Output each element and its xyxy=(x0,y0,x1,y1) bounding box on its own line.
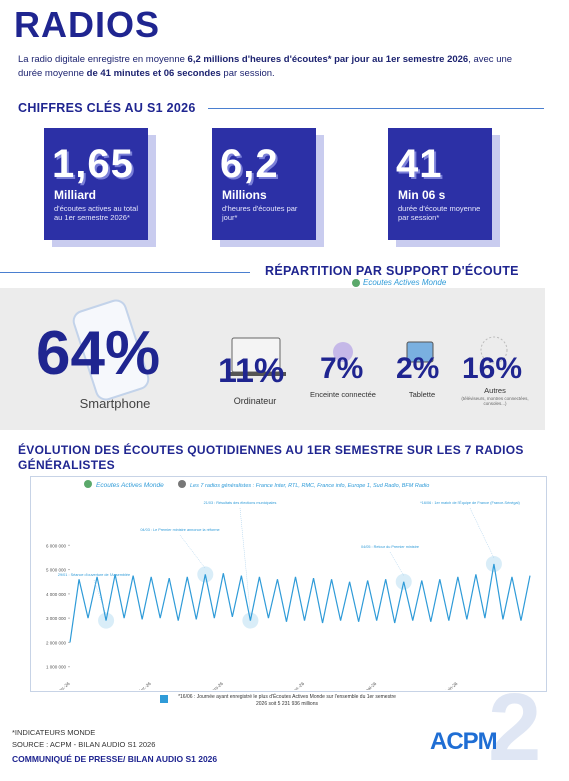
y-tick-label: 4 000 000 xyxy=(46,592,67,597)
chart-frame xyxy=(30,476,547,692)
card-desc: d'heures d'écoutes par jour* xyxy=(222,204,298,222)
annotation: *16/06 : 1er match de l'Équipe de France… xyxy=(420,500,520,505)
device-label: Enceinte connectée xyxy=(310,390,376,399)
annotation: 21/03 : Résultats des élections municipa… xyxy=(204,501,277,505)
globe-icon xyxy=(352,278,360,287)
legend-icon xyxy=(84,480,92,488)
y-tick-label: 1 000 000 xyxy=(46,665,67,670)
annotation-leader xyxy=(389,551,404,576)
rule xyxy=(208,108,544,109)
device-icons xyxy=(72,299,508,401)
annotation: 29/01 : Séance d'ouverture de l'Assemblé… xyxy=(58,573,130,577)
page-title: RADIOS xyxy=(14,4,161,45)
x-tick-label: mai-26 xyxy=(364,681,378,690)
footer-note: *INDICATEURS MONDE xyxy=(12,728,96,737)
logo: ACPM xyxy=(430,728,498,755)
legend-label: Ecoutes Actives Monde xyxy=(96,482,164,489)
intro-bold: de 41 minutes et 06 secondes xyxy=(86,68,221,79)
card-number: 41 xyxy=(396,142,443,186)
y-tick-label: 3 000 000 xyxy=(46,616,67,621)
card-unit: Millions xyxy=(222,188,267,202)
device-label: Smartphone xyxy=(79,396,151,411)
device-percent: 2% xyxy=(396,352,440,385)
x-tick-label: févr.-26 xyxy=(137,681,152,690)
card: 6,2 Millions d'heures d'écoutes par jour… xyxy=(212,128,316,240)
highlight xyxy=(98,612,115,629)
legend-label: Les 7 radios généralistes : France Inter… xyxy=(190,483,429,489)
card-desc: durée d'écoute moyenne par session* xyxy=(398,204,481,222)
chart-footnote: *16/06 : Journée ayant enregistré le plu… xyxy=(178,694,396,707)
laptop-base xyxy=(226,372,286,376)
annotation-leader xyxy=(179,534,206,569)
device-percent: 64% xyxy=(36,319,161,388)
tablet-icon xyxy=(406,341,434,363)
device-note: (téléviseurs, montres connectées, consol… xyxy=(461,396,529,406)
highlight xyxy=(197,566,214,583)
footer-press: COMMUNIQUÉ DE PRESSE/ BILAN AUDIO S1 202… xyxy=(12,754,218,764)
intro-text: La radio digitale enregistre en moyenne xyxy=(18,54,188,65)
section-title: CHIFFRES CLÉS AU S1 2026 xyxy=(18,101,196,115)
page-number: 2 xyxy=(488,674,542,781)
card-number: 1,65 xyxy=(52,142,134,186)
card: 41 Min 06 s durée d'écoute moyenne par s… xyxy=(388,128,492,240)
footnote-marker xyxy=(160,695,168,703)
other-icon xyxy=(480,336,508,364)
intro-text: , avec une durée moyenne xyxy=(18,54,513,79)
highlight xyxy=(485,555,502,572)
annotation: 04/05 : Retour du Premier ministre xyxy=(361,545,419,549)
card-unit: Min 06 s xyxy=(398,188,446,202)
legend-icon xyxy=(178,480,186,488)
y-tick-label: 2 000 000 xyxy=(46,640,67,645)
device-label: Ordinateur xyxy=(233,396,277,406)
chart-title: ÉVOLUTION DES ÉCOUTES QUOTIDIENNES AU 1E… xyxy=(18,443,524,472)
section-subtitle: Ecoutes Actives Monde xyxy=(352,278,446,287)
device-label: Autres xyxy=(484,386,506,395)
subtitle-text: Ecoutes Actives Monde xyxy=(363,278,447,287)
chart: Ecoutes Actives Monde Les 7 radios généra… xyxy=(46,480,531,690)
speaker-icon xyxy=(333,342,353,362)
x-tick-label: juin-26 xyxy=(444,681,459,690)
card: 1,65 Milliard d'écoutes actives au total… xyxy=(44,128,148,240)
device-percent: 11% xyxy=(218,352,285,390)
x-tick-label: mars-26 xyxy=(208,681,224,690)
section-title: RÉPARTITION PAR SUPPORT D'ÉCOUTE xyxy=(265,264,519,278)
rule xyxy=(0,272,250,273)
card-desc: d'écoutes actives au total au 1er semest… xyxy=(54,204,138,222)
highlight xyxy=(242,612,259,629)
highlight xyxy=(395,573,412,590)
phone-icon xyxy=(72,299,150,401)
device-percent: 16% xyxy=(462,352,523,385)
annotation-leader xyxy=(469,507,495,559)
intro: La radio digitale enregistre en moyenne … xyxy=(18,53,538,81)
card-unit: Milliard xyxy=(54,188,97,202)
card-number: 6,2 xyxy=(220,142,279,186)
x-tick-label: avr.-26 xyxy=(291,681,305,690)
series-line xyxy=(69,563,531,643)
device-label: Tablette xyxy=(408,390,436,399)
device-percent: 7% xyxy=(320,352,364,385)
annotation-leader xyxy=(239,507,251,615)
x-tick-label: janv.-26 xyxy=(55,681,71,690)
intro-text: par session. xyxy=(220,68,275,79)
annotation: 04/03 : Le Premier ministre annonce la r… xyxy=(140,528,219,532)
footer-source: SOURCE : ACPM - BILAN AUDIO S1 2026 xyxy=(12,740,156,749)
intro-bold: 6,2 millions d'heures d'écoutes* par jou… xyxy=(187,54,469,65)
y-tick-label: 5 000 000 xyxy=(46,568,67,573)
annotation-leader xyxy=(93,579,107,615)
y-tick-label: 6 000 000 xyxy=(46,543,67,548)
